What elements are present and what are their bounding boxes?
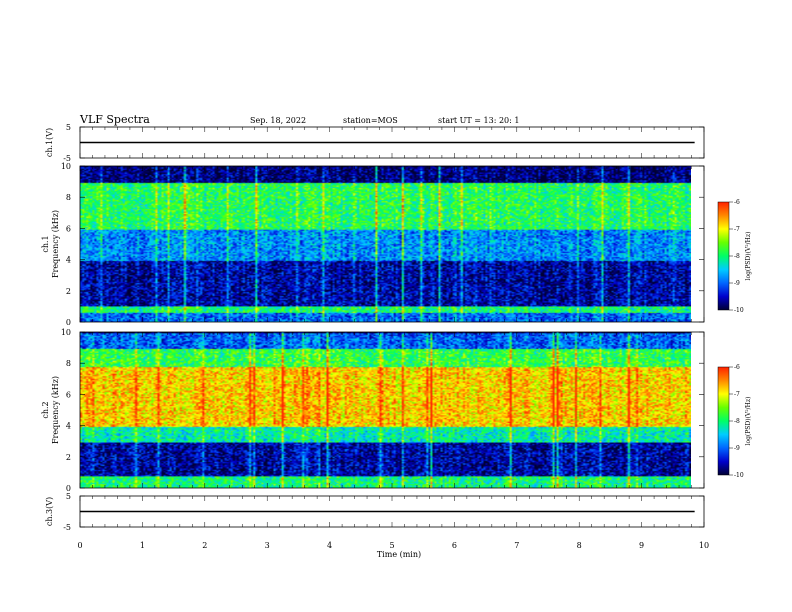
y-axis-label: Frequency (kHz): [51, 210, 60, 278]
y-tick-label: 5: [66, 123, 71, 132]
x-tick-label: 7: [514, 541, 519, 550]
header-date: Sep. 18, 2022: [250, 116, 306, 125]
colorbar-tick-label: -6: [734, 199, 740, 206]
y-tick-label: 2: [66, 287, 71, 296]
colorbar-label: log(PSD)(V²/Hz): [745, 232, 752, 281]
ch3-waveform-panel: 5 -5 ch.3(V): [45, 492, 705, 532]
x-tick-label: 5: [389, 541, 394, 550]
colorbar-gradient: [717, 366, 730, 476]
colorbar-tick-label: -7: [734, 391, 740, 398]
x-tick-label: 2: [202, 541, 207, 550]
x-tick-label: 4: [327, 541, 332, 550]
y-tick-label: 6: [66, 390, 71, 399]
ch1-spectrogram-panel: 0 2 4 6 8 10 ch.1 Frequency (kHz): [41, 162, 705, 327]
colorbar-tick-label: -9: [734, 445, 740, 452]
y-tick-label: 8: [66, 193, 71, 202]
y-tick-label: -5: [63, 523, 71, 532]
y-tick-label: 10: [61, 328, 71, 337]
colorbar-tick-label: -6: [734, 364, 740, 371]
ch1-spectrogram-image: [80, 166, 691, 322]
x-tick-label: 8: [577, 541, 582, 550]
ch2-spectrogram-image: [80, 332, 691, 488]
y-tick-label: 4: [66, 422, 71, 431]
y-tick-label: 0: [66, 318, 71, 327]
y-tick-label: 0: [66, 484, 71, 493]
header-start-time: start UT = 13: 20: 1: [438, 116, 519, 125]
colorbar-tick-label: -8: [734, 418, 740, 425]
y-tick-label: 4: [66, 256, 71, 265]
y-tick-label: 8: [66, 359, 71, 368]
time-axis: 0 1 2 3 4 5 6 7 8 9 10: [77, 541, 709, 550]
time-axis-label: Time (min): [377, 550, 421, 559]
colorbar-tick-label: -8: [734, 253, 740, 260]
x-tick-label: 6: [452, 541, 457, 550]
y-tick-label: 5: [66, 492, 71, 501]
y-tick-label: 6: [66, 224, 71, 233]
y-axis-label: Frequency (kHz): [51, 376, 60, 444]
y-tick-label: 2: [66, 453, 71, 462]
x-tick-label: 10: [699, 541, 709, 550]
x-tick-label: 3: [265, 541, 270, 550]
y-axis-label: ch.2: [41, 401, 50, 418]
x-tick-label: 1: [140, 541, 145, 550]
colorbar-gradient: [717, 201, 730, 311]
colorbar-tick-label: -10: [734, 472, 744, 479]
colorbar-tick-label: -9: [734, 280, 740, 287]
y-axis-label: ch.1: [41, 235, 50, 252]
colorbar-label: log(PSD)(V²/Hz): [745, 397, 752, 446]
colorbar-tick-label: -10: [734, 307, 744, 314]
figure-title: VLF Spectra: [79, 113, 150, 126]
colorbar-tick-label: -7: [734, 226, 740, 233]
ch1-colorbar: -6 -7 -8 -9 -10 log(PSD)(V²/Hz): [717, 199, 752, 314]
ch2-colorbar: -6 -7 -8 -9 -10 log(PSD)(V²/Hz): [717, 364, 752, 479]
y-tick-label: -5: [63, 154, 71, 163]
y-tick-label: 10: [61, 162, 71, 171]
x-tick-label: 9: [639, 541, 644, 550]
y-axis-label: ch.1(V): [45, 128, 54, 157]
header-station: station=MOS: [343, 116, 398, 125]
y-axis-label: ch.3(V): [45, 497, 54, 526]
x-tick-label: 0: [77, 541, 82, 550]
ch1-waveform-panel: 5 -5 ch.1(V): [45, 123, 705, 163]
ch2-spectrogram-panel: 0 2 4 6 8 10 ch.2 Frequency (kHz): [41, 328, 705, 493]
